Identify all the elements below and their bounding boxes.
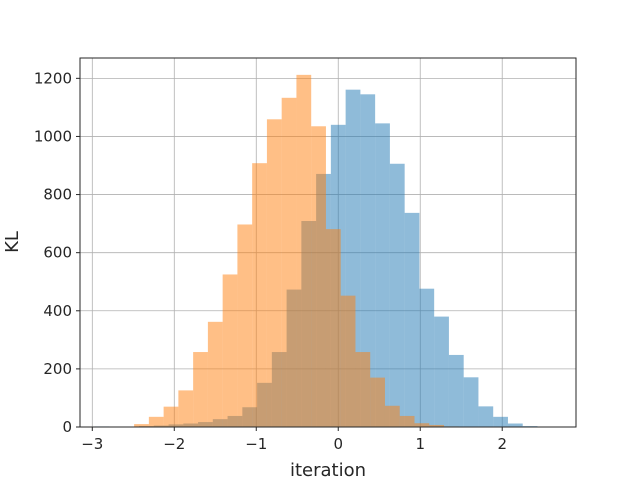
x-tick-label: −2: [163, 435, 185, 453]
histogram-bar-series-1: [404, 212, 420, 427]
y-tick-label: 400: [43, 302, 72, 320]
histogram-bars: [94, 74, 538, 428]
histogram-bar-series-2: [340, 295, 356, 427]
histogram-bar-series-2: [266, 119, 282, 427]
y-tick-label: 0: [62, 418, 72, 436]
y-tick-label: 800: [43, 186, 72, 204]
histogram-bar-series-2: [148, 416, 164, 427]
histogram-bar-series-1: [434, 316, 449, 427]
histogram-bar-series-2: [237, 224, 253, 427]
histogram-bar-series-2: [429, 424, 445, 427]
x-tick-label: 2: [497, 435, 507, 453]
histogram-bar-series-2: [355, 352, 371, 427]
histogram-bar-series-1: [375, 123, 390, 427]
grid-lines: [80, 58, 576, 428]
y-tick-label: 1000: [34, 127, 72, 145]
histogram-bar-series-2: [193, 352, 208, 427]
histogram-bar-series-2: [207, 321, 223, 427]
histogram-bar-series-1: [448, 354, 464, 427]
y-axis-label: KL: [2, 231, 23, 253]
y-tick-label: 600: [43, 244, 72, 262]
histogram-bar-series-1: [463, 377, 479, 427]
histogram-bar-series-1: [360, 94, 376, 427]
histogram-bar-series-2: [325, 229, 341, 427]
x-axis-ticks: −3 −2 −1 0 1 2: [81, 427, 507, 453]
plot-frame: [79, 57, 577, 428]
y-axis-ticks: 0 200 400 600 800 1000 1200: [34, 69, 80, 436]
y-tick-label: 1200: [34, 69, 72, 87]
histogram-bar-series-2: [178, 390, 194, 427]
histogram-bar-series-1: [478, 406, 494, 427]
x-tick-label: −1: [245, 435, 267, 453]
x-tick-label: −3: [81, 435, 103, 453]
histogram-bar-series-2: [281, 97, 297, 427]
histogram-bar-series-2: [384, 405, 400, 427]
histogram-bar-series-1: [389, 163, 405, 428]
x-axis-label: iteration: [290, 460, 366, 480]
histogram-bar-series-2: [222, 274, 238, 427]
histogram-bar-series-2: [163, 406, 179, 427]
histogram-bar-series-1: [507, 423, 523, 427]
histogram-bar-series-2: [414, 423, 430, 427]
histogram-bar-series-1: [419, 288, 435, 427]
histogram-bar-series-2: [370, 377, 385, 427]
x-tick-label: 0: [333, 435, 343, 453]
x-tick-label: 1: [415, 435, 425, 453]
histogram-bar-series-2: [252, 163, 267, 427]
histogram-bar-series-2: [296, 74, 312, 428]
histogram-bar-series-2: [399, 415, 415, 427]
histogram-bar-series-2: [311, 126, 326, 427]
histogram-bar-series-1: [493, 416, 508, 427]
histogram-bar-series-2: [134, 424, 149, 427]
y-tick-label: 200: [43, 360, 72, 378]
